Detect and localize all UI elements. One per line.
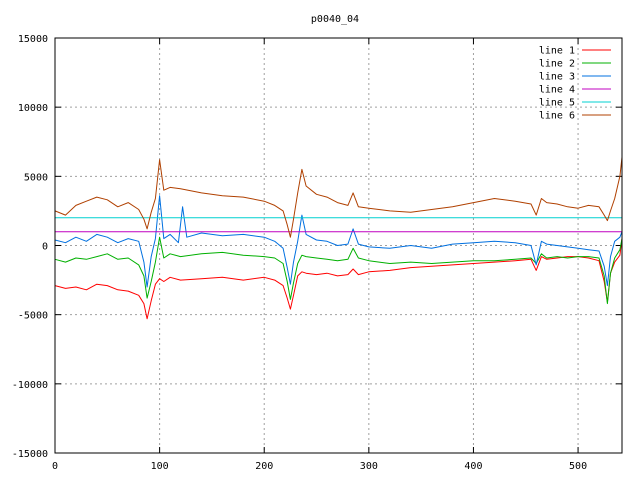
y-tick-label-4: 5000 xyxy=(24,172,48,183)
y-tick-label-5: 10000 xyxy=(18,103,48,114)
x-tick-label-5: 500 xyxy=(569,461,587,472)
y-axis-tick-labels: -15000 -10000 -5000 0 5000 10000 15000 xyxy=(12,34,48,460)
y-tick-label-6: 15000 xyxy=(18,34,48,45)
grid xyxy=(55,38,622,453)
legend-label-6: line 6 xyxy=(539,111,575,122)
x-tick-label-1: 100 xyxy=(151,461,169,472)
series-line-1 xyxy=(54,238,623,320)
legend-label-3: line 3 xyxy=(539,72,575,83)
y-tick-label-1: -10000 xyxy=(12,380,48,391)
plot-frame xyxy=(54,37,623,454)
y-tick-label-0: -15000 xyxy=(12,449,48,460)
y-tick-label-3: 0 xyxy=(42,242,48,253)
x-tick-label-3: 300 xyxy=(360,461,378,472)
x-tick-label-2: 200 xyxy=(255,461,273,472)
x-axis-tick-labels: 0 100 200 300 400 500 xyxy=(52,461,587,472)
x-tick-label-4: 400 xyxy=(464,461,482,472)
chart-title: p0040_04 xyxy=(311,14,359,25)
legend-label-2: line 2 xyxy=(539,59,575,70)
legend-label-5: line 5 xyxy=(539,98,575,109)
x-tick-label-0: 0 xyxy=(52,461,58,472)
series-line-2 xyxy=(54,236,623,305)
legend-label-1: line 1 xyxy=(539,46,575,57)
legend-label-4: line 4 xyxy=(539,85,575,96)
legend: line 1 line 2 line 3 line 4 line 5 line 6 xyxy=(539,46,611,122)
series-line-3 xyxy=(54,195,623,288)
y-tick-label-2: -5000 xyxy=(18,311,48,322)
series-lines xyxy=(54,156,623,320)
series-line-6 xyxy=(54,156,623,238)
